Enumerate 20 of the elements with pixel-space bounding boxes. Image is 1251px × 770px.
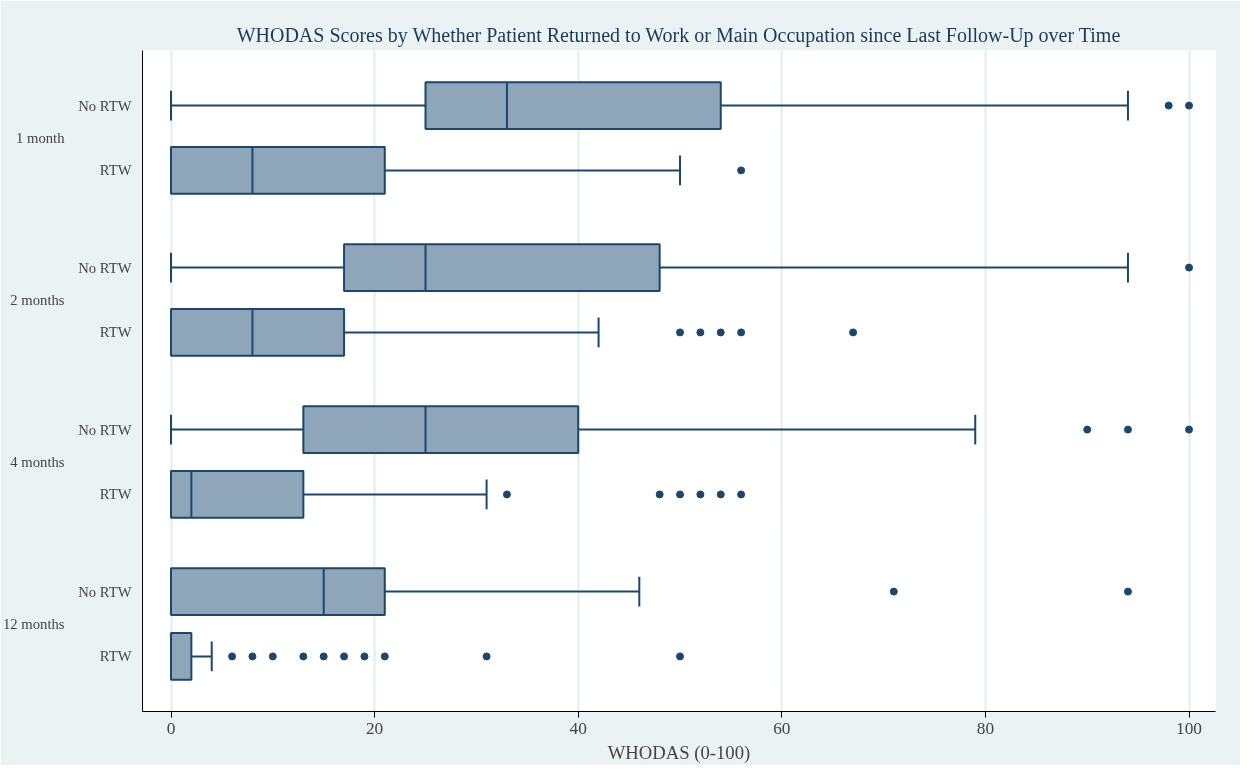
x-tick-label: 80 [976,718,995,738]
y-tick-label: No RTW [78,583,132,600]
y-tick-label: RTW [99,324,132,341]
y-tick-label: No RTW [78,97,132,114]
x-axis-title: WHODAS (0-100) [607,741,751,764]
text: 4 months [10,454,65,470]
x-tick-label: 60 [773,718,791,738]
x-tick-label: 40 [569,718,587,738]
text: 2 months [10,292,65,308]
y-tick-label: RTW [99,162,132,179]
x-tick-label: 20 [365,718,384,738]
text: 12 months [3,616,65,633]
x-tick-label: 100 [1176,718,1203,738]
x-tick-label: 0 [166,718,176,738]
chart-title: WHODAS Scores by Whether Patient Returned to Work or Main Occupation since Last Follow-Up over Time [236,23,1121,47]
y-tick-label: RTW [99,486,132,503]
y-tick-label: No RTW [78,259,132,276]
y-tick-label: RTW [99,648,132,665]
y-tick-label: No RTW [78,421,132,438]
text: 1 month [16,129,66,146]
